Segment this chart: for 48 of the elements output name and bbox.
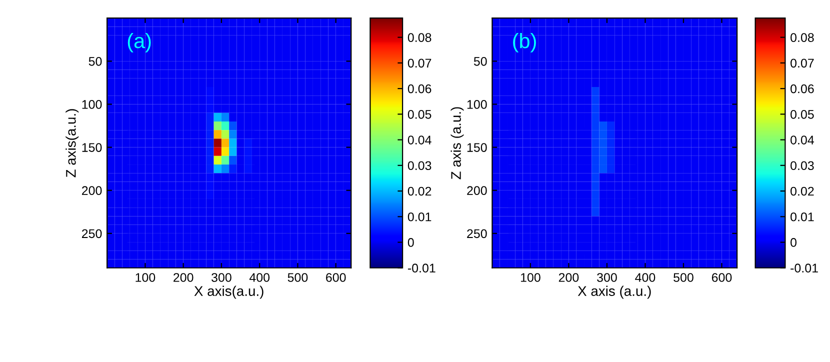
y-axis-title: Z axis(a.u.): [66, 109, 79, 178]
y-axis-title: Z axis (a.u.): [450, 107, 464, 180]
x-tick-label: 500: [674, 273, 694, 282]
y-tick-label: 250: [82, 229, 102, 238]
x-tick-label: 300: [597, 273, 617, 282]
color-bar-label: 0.05: [790, 110, 814, 119]
color-bar-label: 0.07: [408, 58, 432, 68]
color-bar-label: -0.01: [790, 264, 818, 273]
y-tick-label: 150: [82, 143, 102, 152]
color-bar-label: 0.01: [790, 212, 814, 222]
x-tick-label: 100: [520, 273, 540, 282]
x-axis-title: X axis (a.u.): [578, 286, 651, 299]
x-tick-label: 300: [212, 273, 232, 282]
y-tick-label: 50: [88, 56, 102, 66]
color-bar-label: 0.03: [408, 161, 432, 170]
annotation: (b): [513, 32, 536, 52]
x-axis-title: X axis(a.u.): [194, 286, 264, 299]
annotation: (a): [128, 32, 151, 52]
color-bar-label: 0.08: [790, 33, 814, 42]
color-bar-label: 0.03: [790, 161, 814, 170]
x-tick-label: 500: [288, 273, 308, 282]
x-tick-label: 200: [558, 273, 579, 282]
y-tick-label: 250: [467, 229, 487, 238]
color-bar-label: 0.04: [408, 136, 432, 144]
x-tick-label: 100: [136, 273, 156, 282]
x-tick-label: 600: [712, 273, 732, 282]
y-tick-label: 200: [82, 186, 102, 196]
color-bar-label: 0.08: [408, 33, 432, 42]
color-bar-label: -0.01: [408, 264, 436, 273]
color-bar-label: 0.02: [790, 186, 814, 196]
y-tick-label: 100: [82, 100, 102, 109]
y-tick-label: 150: [467, 143, 487, 152]
x-tick-label: 600: [326, 273, 346, 282]
y-tick-label: 100: [467, 100, 487, 109]
color-bar-label: 0.07: [790, 58, 814, 68]
color-bar-label: 0.06: [790, 84, 814, 94]
color-bar-label: 0.05: [408, 110, 432, 119]
color-bar-label: 0.01: [408, 212, 432, 222]
x-tick-label: 200: [174, 273, 194, 282]
color-bar-label: 0: [408, 238, 414, 247]
color-bar-label: 0.06: [408, 84, 432, 94]
x-tick-label: 400: [635, 273, 656, 282]
color-bar-label: 0.04: [790, 136, 814, 144]
color-bar-label: 0.02: [408, 186, 432, 196]
y-tick-label: 200: [467, 186, 487, 196]
y-tick-label: 50: [474, 56, 487, 66]
color-bar-label: 0: [790, 238, 797, 247]
x-tick-label: 400: [249, 273, 270, 282]
